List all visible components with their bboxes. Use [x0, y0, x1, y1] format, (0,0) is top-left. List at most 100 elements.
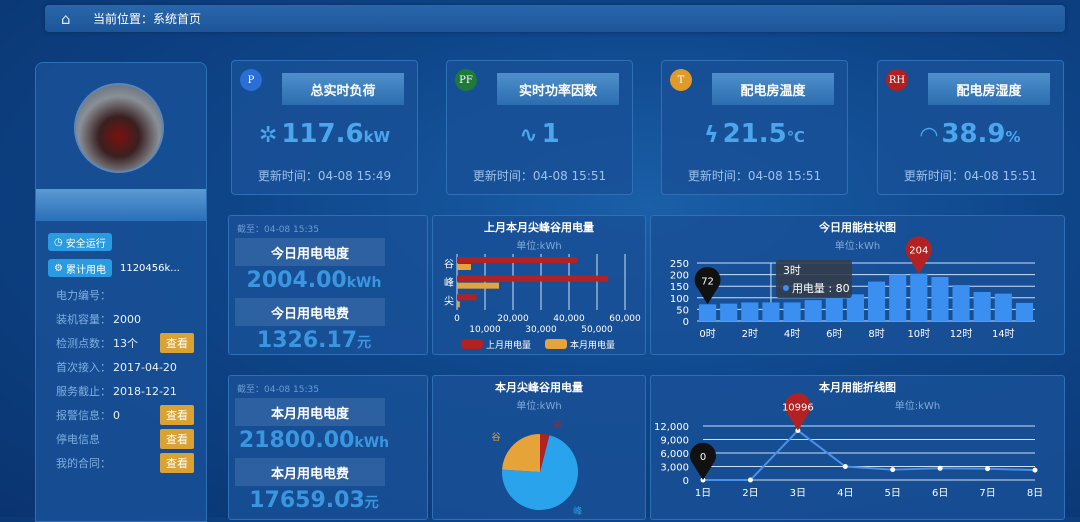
- info-value: 2018-12-21: [113, 384, 177, 398]
- legend-swatch: [461, 339, 483, 349]
- card-value: ϟ 21.5℃: [704, 119, 805, 149]
- info-row: 停电信息 查看: [56, 427, 208, 451]
- site-photo: [74, 83, 164, 173]
- info-label: 停电信息: [56, 433, 100, 446]
- tick-label: 10时: [907, 328, 930, 340]
- pulse-icon: ∿: [519, 123, 538, 148]
- info-label: 电力编号：: [56, 289, 111, 302]
- card-value: ◠ 38.9%: [920, 119, 1021, 149]
- tick-label: 4时: [784, 328, 800, 340]
- bar: [973, 292, 991, 321]
- tick-label: 250: [670, 259, 689, 270]
- safe-run-tag[interactable]: ◷ 安全运行: [48, 233, 112, 251]
- marker-label: 10996: [782, 403, 814, 414]
- info-label: 装机容量：: [56, 313, 111, 326]
- bar: [457, 275, 609, 282]
- tick-label: 9,000: [660, 436, 689, 447]
- month-energy-value: 21800.00kWh: [238, 428, 390, 453]
- card-value: ∿ 1: [519, 119, 560, 149]
- category-label: 谷: [444, 258, 454, 270]
- bar: [720, 303, 738, 321]
- tooltip: [775, 260, 852, 298]
- tick-label: 50: [676, 305, 689, 316]
- chart-title: 本月尖峰谷用电量: [495, 381, 583, 394]
- snowflake-icon: ✲: [258, 123, 278, 148]
- pie-slice: [502, 435, 578, 510]
- tick-label: 14时: [992, 328, 1015, 340]
- info-label: 服务截止：: [56, 385, 111, 398]
- tick-label: 6时: [826, 328, 842, 340]
- tick-label: 150: [670, 282, 689, 293]
- info-label: 检测点数：: [56, 337, 111, 350]
- chart-unit: 单位:kWh: [894, 401, 941, 412]
- tick-label: 2日: [742, 488, 758, 499]
- tick-label: 1日: [695, 488, 711, 499]
- tick-label: 12时: [950, 328, 973, 340]
- today-energy-value: 2004.00kWh: [246, 268, 382, 293]
- category-label: 尖: [444, 295, 454, 308]
- asof-text: 截至：04-08 15:35: [237, 385, 319, 395]
- month-energy-label: 本月用电电度: [235, 398, 385, 426]
- asof-text: 截至：04-08 15:35: [237, 225, 319, 235]
- badge-icon: T: [670, 69, 692, 91]
- metric-card: RH 配电房湿度 ◠ 38.9% 更新时间：04-08 15:51: [877, 60, 1064, 195]
- bar: [457, 294, 477, 301]
- breadcrumb-text: 当前位置：系统首页: [93, 12, 202, 26]
- badge-icon: PF: [455, 69, 477, 91]
- tick-label: 20,000: [497, 314, 529, 324]
- tick-label: 8时: [868, 328, 884, 340]
- bar: [699, 304, 717, 321]
- card-value: ✲ 117.6kW: [258, 119, 391, 149]
- info-value: 2017-04-20: [113, 360, 177, 374]
- info-value: 2000: [113, 312, 141, 326]
- marker-pin: [690, 442, 716, 480]
- tick-label: 10,000: [469, 325, 501, 335]
- data-point: [747, 477, 753, 483]
- marker-pin: [694, 266, 721, 305]
- marker-label: 204: [909, 246, 928, 257]
- bar: [457, 301, 460, 308]
- info-label: 我的合同：: [56, 457, 111, 470]
- peak-valley-pie-chart: 本月尖峰谷用电量 单位:kWh 峰 谷 尖: [432, 375, 646, 520]
- tick-label: 40,000: [553, 314, 585, 324]
- data-point: [842, 464, 848, 469]
- chart-unit: 单位:kWh: [516, 241, 562, 252]
- bar: [1015, 302, 1033, 321]
- tick-label: 2时: [742, 328, 758, 340]
- view-button[interactable]: 查看: [160, 333, 194, 353]
- today-cost-value: 1326.17元: [256, 328, 372, 353]
- tick-label: 200: [670, 271, 689, 282]
- bar: [889, 274, 907, 321]
- legend-swatch: [545, 339, 567, 349]
- tick-label: 3日: [790, 488, 806, 499]
- view-button[interactable]: 查看: [160, 453, 194, 473]
- metric-card: PF 实时功率因数 ∿ 1 更新时间：04-08 15:51: [446, 60, 633, 195]
- bar: [762, 302, 780, 321]
- chart-title: 本月用能折线图: [819, 381, 896, 394]
- info-row: 服务截止： 2018-12-21: [56, 379, 208, 403]
- bar: [457, 257, 578, 263]
- month-cost-value: 17659.03元: [249, 488, 379, 513]
- home-icon[interactable]: ⌂: [61, 9, 71, 28]
- updated-time: 更新时间：04-08 15:51: [687, 169, 822, 183]
- view-button[interactable]: 查看: [160, 429, 194, 449]
- info-row: 装机容量： 2000: [56, 307, 208, 331]
- chart-unit: 单位:kWh: [516, 401, 562, 412]
- total-usage-value: 1120456k...: [119, 262, 180, 274]
- info-value: 13个: [113, 337, 138, 350]
- gauge-icon: ◠: [920, 123, 938, 148]
- view-button[interactable]: 查看: [160, 405, 194, 425]
- tick-label: 5日: [885, 488, 901, 499]
- data-point: [937, 465, 943, 471]
- badge-icon: RH: [886, 69, 908, 91]
- bar: [931, 276, 949, 321]
- updated-time: 更新时间：04-08 15:51: [903, 169, 1038, 183]
- marker-pin: [784, 393, 811, 431]
- breadcrumb: ⌂ 当前位置：系统首页: [45, 5, 1065, 32]
- data-point: [1032, 467, 1038, 473]
- tick-label: 6,000: [660, 449, 689, 460]
- info-row: 我的合同： 查看: [56, 451, 208, 475]
- site-info-panel: ◷ 安全运行 ⚙ 累计用电 1120456k... 电力编号： 装机容量： 2000 检测…: [35, 62, 207, 522]
- chart-title: 今日用能柱状图: [819, 221, 896, 234]
- total-usage-tag[interactable]: ⚙ 累计用电: [48, 259, 112, 277]
